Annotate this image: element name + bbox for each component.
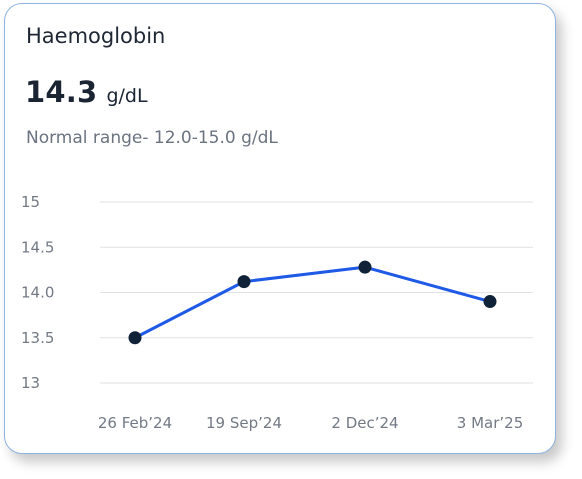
data-point[interactable] xyxy=(483,295,497,309)
y-tick-label: 13 xyxy=(21,374,40,392)
data-point[interactable] xyxy=(128,331,142,345)
y-tick-label: 14.0 xyxy=(21,284,54,302)
x-tick-label: 26 Feb’24 xyxy=(98,414,172,432)
value-unit: g/dL xyxy=(106,85,148,107)
haemoglobin-card: Haemoglobin 14.3 g/dL Normal range- 12.0… xyxy=(4,3,556,454)
x-tick-label: 19 Sep’24 xyxy=(206,414,282,432)
y-axis-ticks: 15 14.5 14.0 13.5 13 xyxy=(21,193,54,392)
series-line xyxy=(133,265,492,340)
y-tick-label: 13.5 xyxy=(21,329,54,347)
card-title: Haemoglobin xyxy=(26,24,166,48)
y-tick-label: 15 xyxy=(21,193,40,211)
x-tick-label: 2 Dec’24 xyxy=(331,414,398,432)
x-tick-label: 3 Mar’25 xyxy=(457,414,523,432)
data-points xyxy=(128,260,497,345)
data-point[interactable] xyxy=(237,275,251,289)
y-tick-label: 14.5 xyxy=(21,238,54,256)
current-value: 14.3 g/dL xyxy=(25,75,148,109)
normal-range-text: Normal range- 12.0-15.0 g/dL xyxy=(26,128,278,148)
data-point[interactable] xyxy=(358,260,372,274)
series-line-group xyxy=(133,265,492,340)
grid-lines xyxy=(100,201,533,384)
x-axis-ticks: 26 Feb’24 19 Sep’24 2 Dec’24 3 Mar’25 xyxy=(98,414,523,432)
value-number: 14.3 xyxy=(25,75,98,109)
